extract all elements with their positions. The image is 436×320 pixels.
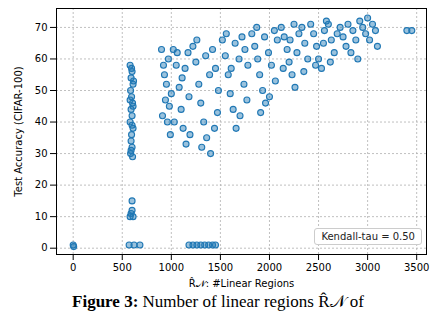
svg-text:0: 0: [70, 262, 76, 273]
svg-text:3500: 3500: [404, 262, 429, 273]
svg-text:2000: 2000: [257, 262, 282, 273]
svg-text:2500: 2500: [306, 262, 331, 273]
html-text:Figure 3: Number of linear reg: Figure 3: Number of linear regions R̂𝒩 o…: [72, 292, 364, 311]
html-text:Kendall-tau = 0.50: Kendall-tau = 0.50: [321, 231, 415, 242]
svg-text:0: 0: [41, 242, 47, 253]
svg-text:10: 10: [35, 211, 48, 222]
svg-text:30: 30: [35, 148, 48, 159]
svg-text:50: 50: [35, 85, 48, 96]
svg-text:1000: 1000: [159, 262, 184, 273]
svg-text:60: 60: [35, 53, 48, 64]
svg-text:Test Accuracy (CIFAR-100): Test Accuracy (CIFAR-100): [13, 66, 24, 197]
svg-text:40: 40: [35, 116, 48, 127]
svg-text:70: 70: [35, 22, 48, 33]
svg-text:R̂𝒩: #Linear Regions: R̂𝒩: #Linear Regions: [189, 277, 295, 289]
svg-text:500: 500: [113, 262, 132, 273]
svg-text:3000: 3000: [355, 262, 380, 273]
svg-text:20: 20: [35, 179, 48, 190]
svg-text:1500: 1500: [208, 262, 233, 273]
